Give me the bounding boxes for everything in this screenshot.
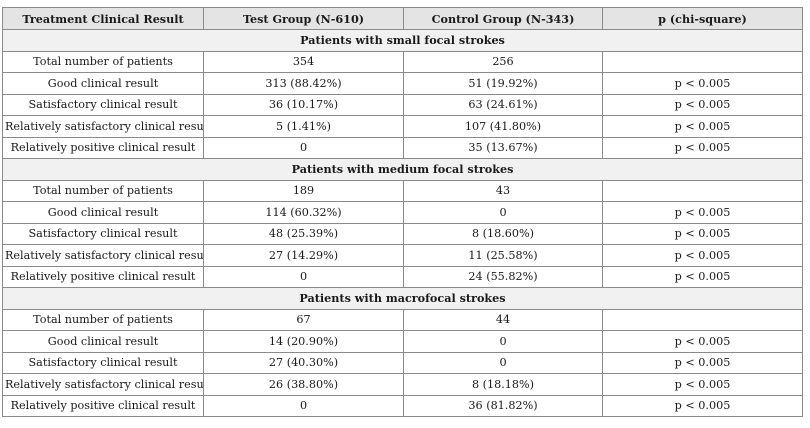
cell-test: 0 [203, 394, 404, 417]
cell-result: Total number of patients [2, 50, 204, 73]
cell-result: Relatively satisfactory clinical result [2, 244, 204, 267]
table-row: Relatively positive clinical result 0 24… [2, 265, 803, 288]
table-row: Satisfactory clinical result 36 (10.17%)… [2, 93, 803, 116]
cell-test: 48 (25.39%) [203, 222, 404, 245]
cell-test: 27 (14.29%) [203, 244, 404, 267]
section-title: Patients with medium focal strokes [2, 158, 803, 181]
cell-result: Satisfactory clinical result [2, 93, 204, 116]
cell-p: p < 0.005 [602, 394, 803, 417]
section-title: Patients with small focal strokes [2, 29, 803, 52]
table-row: Good clinical result 313 (88.42%) 51 (19… [2, 72, 803, 95]
table-row: Total number of patients 189 43 [2, 179, 803, 202]
cell-result: Good clinical result [2, 330, 204, 353]
cell-p: p < 0.005 [602, 72, 803, 95]
cell-p: p < 0.005 [602, 93, 803, 116]
cell-p [602, 179, 803, 202]
header-row: Treatment Clinical Result Test Group (N-… [2, 7, 803, 30]
cell-control: 44 [403, 308, 603, 331]
table-row: Total number of patients 354 256 [2, 50, 803, 73]
table-row: Relatively satisfactory clinical result … [2, 373, 803, 396]
cell-p: p < 0.005 [602, 222, 803, 245]
header-test-group: Test Group (N-610) [203, 7, 404, 30]
section-row: Patients with small focal strokes [2, 29, 803, 52]
cell-test: 14 (20.90%) [203, 330, 404, 353]
cell-p: p < 0.005 [602, 201, 803, 224]
cell-p [602, 308, 803, 331]
cell-control: 8 (18.60%) [403, 222, 603, 245]
cell-test: 354 [203, 50, 404, 73]
cell-p: p < 0.005 [602, 351, 803, 374]
cell-result: Relatively satisfactory clinical result [2, 373, 204, 396]
cell-p: p < 0.005 [602, 115, 803, 138]
cell-control: 256 [403, 50, 603, 73]
cell-control: 0 [403, 351, 603, 374]
cell-result: Relatively positive clinical result [2, 136, 204, 159]
table-row: Satisfactory clinical result 27 (40.30%)… [2, 351, 803, 374]
cell-test: 189 [203, 179, 404, 202]
table-row: Good clinical result 14 (20.90%) 0 p < 0… [2, 330, 803, 353]
table-row: Relatively positive clinical result 0 35… [2, 136, 803, 159]
cell-result: Good clinical result [2, 201, 204, 224]
cell-control: 8 (18.18%) [403, 373, 603, 396]
table-row: Total number of patients 67 44 [2, 308, 803, 331]
cell-test: 0 [203, 136, 404, 159]
cell-test: 36 (10.17%) [203, 93, 404, 116]
header-p-value: p (chi-square) [602, 7, 803, 30]
cell-p: p < 0.005 [602, 373, 803, 396]
cell-result: Relatively satisfactory clinical result [2, 115, 204, 138]
cell-test: 26 (38.80%) [203, 373, 404, 396]
table-row: Satisfactory clinical result 48 (25.39%)… [2, 222, 803, 245]
cell-result: Total number of patients [2, 179, 204, 202]
section-row: Patients with macrofocal strokes [2, 287, 803, 310]
cell-result: Relatively positive clinical result [2, 394, 204, 417]
cell-test: 27 (40.30%) [203, 351, 404, 374]
cell-result: Good clinical result [2, 72, 204, 95]
cell-result: Satisfactory clinical result [2, 222, 204, 245]
cell-control: 0 [403, 330, 603, 353]
cell-control: 11 (25.58%) [403, 244, 603, 267]
cell-control: 24 (55.82%) [403, 265, 603, 288]
cell-test: 114 (60.32%) [203, 201, 404, 224]
cell-test: 0 [203, 265, 404, 288]
cell-control: 107 (41.80%) [403, 115, 603, 138]
cell-control: 35 (13.67%) [403, 136, 603, 159]
table-header: Treatment Clinical Result Test Group (N-… [2, 7, 803, 30]
cell-test: 313 (88.42%) [203, 72, 404, 95]
table-row: Relatively positive clinical result 0 36… [2, 394, 803, 417]
section-title: Patients with macrofocal strokes [2, 287, 803, 310]
header-treatment-result: Treatment Clinical Result [2, 7, 204, 30]
table-row: Good clinical result 114 (60.32%) 0 p < … [2, 201, 803, 224]
cell-p: p < 0.005 [602, 136, 803, 159]
cell-p [602, 50, 803, 73]
cell-test: 67 [203, 308, 404, 331]
table-row: Relatively satisfactory clinical result … [2, 244, 803, 267]
cell-control: 0 [403, 201, 603, 224]
cell-result: Relatively positive clinical result [2, 265, 204, 288]
cell-control: 63 (24.61%) [403, 93, 603, 116]
results-table: Treatment Clinical Result Test Group (N-… [2, 7, 803, 417]
header-control-group: Control Group (N-343) [403, 7, 603, 30]
cell-p: p < 0.005 [602, 244, 803, 267]
section-row: Patients with medium focal strokes [2, 158, 803, 181]
cell-control: 43 [403, 179, 603, 202]
cell-control: 36 (81.82%) [403, 394, 603, 417]
table-row: Relatively satisfactory clinical result … [2, 115, 803, 138]
cell-result: Satisfactory clinical result [2, 351, 204, 374]
cell-test: 5 (1.41%) [203, 115, 404, 138]
cell-p: p < 0.005 [602, 330, 803, 353]
table-body: Patients with small focal strokes Total … [2, 29, 803, 417]
cell-result: Total number of patients [2, 308, 204, 331]
cell-p: p < 0.005 [602, 265, 803, 288]
cell-control: 51 (19.92%) [403, 72, 603, 95]
